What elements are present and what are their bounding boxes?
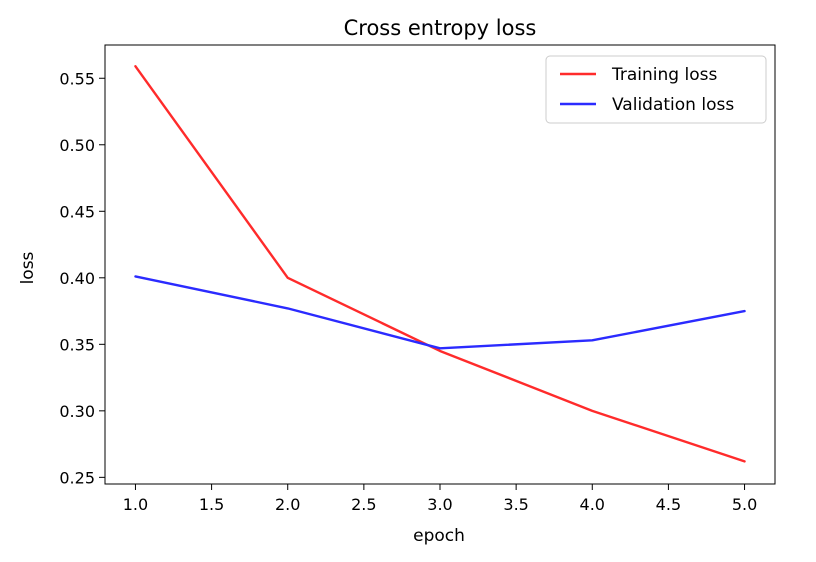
y-tick-label: 0.45 bbox=[59, 202, 95, 221]
y-axis-label: loss bbox=[18, 251, 38, 284]
legend-box bbox=[545, 55, 767, 124]
chart-title: Cross entropy loss bbox=[344, 16, 537, 40]
x-axis-ticks: 1.0 1.5 2.0 2.5 3.0 3.5 4.0 4.5 5.0 bbox=[123, 484, 757, 514]
y-tick-label: 0.40 bbox=[59, 269, 95, 288]
legend-validation-label: Validation loss bbox=[612, 95, 734, 115]
y-tick-label: 0.50 bbox=[59, 136, 95, 155]
y-tick-label: 0.35 bbox=[59, 335, 95, 354]
x-tick-label: 1.0 bbox=[123, 495, 148, 514]
training-loss-line bbox=[134, 65, 746, 463]
legend-training-label: Training loss bbox=[611, 65, 717, 85]
x-tick-label: 2.0 bbox=[275, 495, 300, 514]
x-tick-label: 3.0 bbox=[427, 495, 452, 514]
y-tick-label: 0.55 bbox=[59, 69, 95, 88]
validation-loss-line bbox=[134, 275, 746, 350]
x-tick-label: 1.5 bbox=[199, 495, 224, 514]
series-layer bbox=[134, 65, 746, 463]
x-axis-label: epoch bbox=[413, 526, 465, 546]
x-tick-label: 2.5 bbox=[351, 495, 376, 514]
x-tick-label: 3.5 bbox=[503, 495, 528, 514]
y-tick-label: 0.25 bbox=[59, 468, 95, 487]
x-tick-label: 4.5 bbox=[656, 495, 681, 514]
x-tick-label: 5.0 bbox=[732, 495, 757, 514]
y-tick-label: 0.30 bbox=[59, 402, 95, 421]
legend: Training loss Validation loss bbox=[545, 55, 767, 124]
y-axis-ticks: 0.25 0.30 0.35 0.40 0.45 0.50 0.55 bbox=[59, 69, 105, 487]
x-tick-label: 4.0 bbox=[580, 495, 605, 514]
